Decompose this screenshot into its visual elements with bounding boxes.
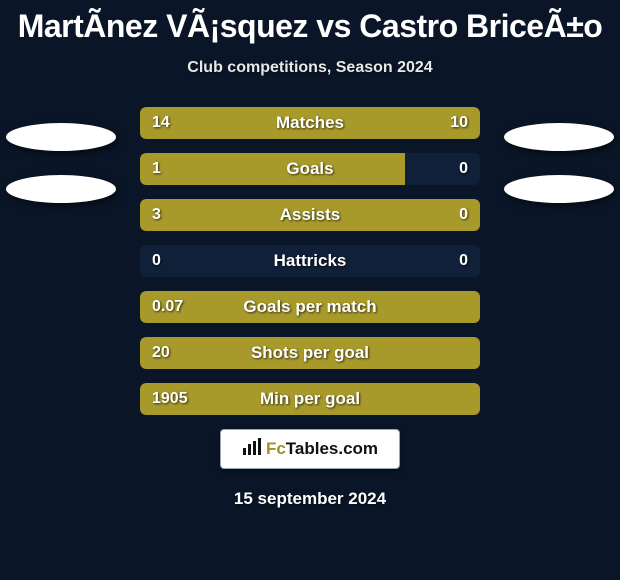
player-left-avatar-2 <box>6 175 116 203</box>
footer-date: 15 september 2024 <box>0 489 620 509</box>
stat-label: Hattricks <box>140 251 480 271</box>
stat-label: Matches <box>140 113 480 133</box>
stat-label: Goals <box>140 159 480 179</box>
stat-row: 30Assists <box>140 199 480 231</box>
stat-row: 1905Min per goal <box>140 383 480 415</box>
stat-row: 0.07Goals per match <box>140 291 480 323</box>
player-right-avatar-1 <box>504 123 614 151</box>
stat-label: Min per goal <box>140 389 480 409</box>
stat-row: 00Hattricks <box>140 245 480 277</box>
stat-row: 20Shots per goal <box>140 337 480 369</box>
stat-label: Shots per goal <box>140 343 480 363</box>
chart-icon <box>242 438 262 461</box>
source-badge: FcTables.com <box>220 429 400 469</box>
page-subtitle: Club competitions, Season 2024 <box>0 59 620 77</box>
brand-text: FcTables.com <box>266 439 378 459</box>
stat-label: Assists <box>140 205 480 225</box>
player-right-avatar-2 <box>504 175 614 203</box>
player-left-avatar-1 <box>6 123 116 151</box>
stat-label: Goals per match <box>140 297 480 317</box>
comparison-chart: 1410Matches 10Goals 30Assists 00Hattricks 0.… <box>0 107 620 415</box>
page-title: MartÃ­nez VÃ¡squez vs Castro BriceÃ±o <box>0 0 620 45</box>
stat-row: 10Goals <box>140 153 480 185</box>
stat-row: 1410Matches <box>140 107 480 139</box>
stat-bars: 1410Matches 10Goals 30Assists 00Hattricks 0.… <box>140 107 480 415</box>
